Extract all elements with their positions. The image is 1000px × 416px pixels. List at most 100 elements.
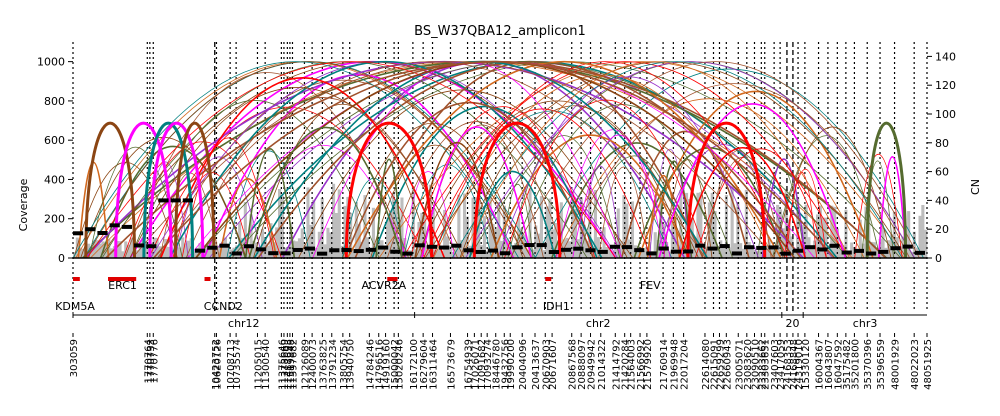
breakpoint-label: 13805754	[339, 339, 350, 390]
breakpoint-label: 21969948	[669, 339, 680, 390]
breakpoint-label: 11375646	[277, 339, 288, 390]
sv-arc	[501, 184, 534, 258]
coverage-bar	[138, 244, 142, 258]
coverage-bar	[497, 202, 501, 258]
coverage-bar	[400, 197, 404, 258]
coverage-bar	[545, 206, 549, 258]
coverage-bar	[602, 227, 606, 258]
coverage-bar	[243, 202, 247, 258]
gene-label: ACVR2A	[361, 279, 406, 292]
coverage-bar	[457, 194, 461, 258]
coverage-bar	[81, 248, 85, 258]
coverage-bar	[858, 219, 862, 258]
breakpoint-label: 24168353	[783, 339, 794, 390]
coverage-bar	[181, 237, 185, 258]
sv-arc	[572, 134, 666, 258]
coverage-bar	[394, 199, 398, 258]
gene-label: IDH1	[543, 300, 570, 313]
chromosome-label: chr12	[228, 317, 260, 330]
cn-tick-label: 100	[935, 108, 956, 121]
breakpoint-label: 15330120	[801, 339, 812, 390]
coverage-bar	[272, 242, 276, 258]
sv-arc	[386, 121, 567, 258]
sv-arc	[510, 104, 733, 258]
coverage-bar	[121, 251, 125, 258]
coverage-bar	[670, 221, 674, 258]
coverage-bar	[332, 183, 336, 258]
coverage-bar	[426, 245, 430, 258]
coverage-bar	[135, 250, 139, 258]
chromosome-label: chr3	[853, 317, 878, 330]
breakpoint-label: 23283662	[757, 339, 768, 390]
breakpoint-label: 16043807	[824, 339, 835, 390]
breakpoint-label: 24319010	[794, 339, 805, 390]
gene-bar	[545, 277, 552, 281]
sv-arc	[73, 61, 520, 258]
coverage-bar	[719, 240, 723, 258]
sv-arc	[371, 105, 598, 258]
breakpoint-label: 16172100	[409, 339, 420, 390]
coverage-bar	[75, 237, 79, 258]
coverage-bar	[784, 188, 788, 258]
breakpoint-label: 20671607	[548, 339, 559, 390]
coverage-bar	[892, 211, 896, 258]
coverage-bar	[730, 186, 734, 258]
coverage-bar	[266, 245, 270, 258]
coverage-bar	[149, 243, 153, 258]
breakpoint-label: 1770733	[146, 339, 157, 384]
sv-arc	[157, 61, 707, 258]
sv-arc	[784, 168, 827, 258]
sv-arc	[248, 126, 403, 258]
breakpoint-label: 11487698	[283, 339, 294, 390]
breakpoint-label: 22615091	[710, 339, 721, 390]
coverage-bar	[434, 250, 438, 258]
coverage-bar	[352, 249, 356, 258]
breakpoint-label: 15020246	[394, 339, 405, 390]
coverage-bar	[673, 218, 677, 258]
breakpoint-label: 22659299	[716, 339, 727, 390]
breakpoint-label: 22660943	[722, 339, 733, 390]
foldback-arc	[174, 121, 216, 259]
coverage-bar	[855, 251, 859, 258]
coverage-bar	[909, 252, 913, 258]
cn-tick-label: 60	[935, 166, 949, 179]
coverage-bar	[451, 252, 455, 258]
breakpoint-label: 17091682	[477, 339, 488, 390]
coverage-bar	[107, 239, 111, 258]
sv-arc	[346, 60, 782, 258]
breakpoint-label: 14919160	[382, 339, 393, 390]
coverage-bar	[921, 205, 925, 258]
breakpoint-label: 21566992	[636, 339, 647, 390]
sv-arc	[861, 160, 894, 258]
coverage-tick-label: 800	[44, 95, 65, 108]
sv-arc	[554, 98, 865, 258]
breakpoint-label: 48051925	[923, 339, 934, 390]
breakpoint-label: 20413637	[531, 339, 542, 390]
coverage-bar	[192, 251, 196, 258]
coverage-bar	[551, 229, 555, 258]
coverage-tick-label: 1000	[37, 56, 65, 69]
coverage-bar	[129, 237, 133, 258]
coverage-bar	[366, 237, 370, 258]
coverage-bar	[289, 222, 293, 258]
coverage-bar	[252, 241, 256, 258]
breakpoint-label: 22017204	[680, 339, 691, 390]
breakpoint-label: 10735574	[232, 339, 243, 390]
y-axis-label-left: Coverage	[17, 178, 30, 231]
coverage-bar	[326, 227, 330, 258]
coverage-bar	[300, 228, 304, 258]
breakpoint-label: 21414792	[611, 339, 622, 390]
coverage-bar	[733, 243, 737, 258]
coverage-bar	[485, 250, 489, 258]
coverage-bar	[275, 227, 279, 258]
breakpoint-label: 17093274	[483, 339, 494, 390]
sv-arc	[558, 83, 910, 258]
breakpoint-label: 11378669	[280, 339, 291, 390]
coverage-bar	[471, 197, 475, 258]
coverage-bar	[696, 192, 700, 258]
sv-arc	[578, 155, 690, 258]
coverage-bar	[619, 241, 623, 258]
coverage-bar	[500, 240, 504, 258]
breakpoint-label: 22614080	[701, 339, 712, 390]
coverage-bar	[642, 250, 646, 258]
